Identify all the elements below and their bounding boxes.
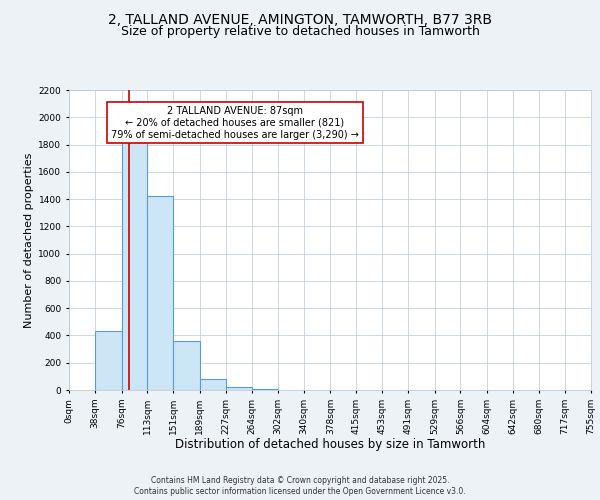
Text: Size of property relative to detached houses in Tamworth: Size of property relative to detached ho… <box>121 25 479 38</box>
Y-axis label: Number of detached properties: Number of detached properties <box>24 152 34 328</box>
Bar <box>173 341 200 390</box>
X-axis label: Distribution of detached houses by size in Tamworth: Distribution of detached houses by size … <box>175 438 485 451</box>
Text: 2, TALLAND AVENUE, AMINGTON, TAMWORTH, B77 3RB: 2, TALLAND AVENUE, AMINGTON, TAMWORTH, B… <box>108 12 492 26</box>
Text: Contains HM Land Registry data © Crown copyright and database right 2025.: Contains HM Land Registry data © Crown c… <box>151 476 449 485</box>
Bar <box>226 386 251 390</box>
Text: 2 TALLAND AVENUE: 87sqm
← 20% of detached houses are smaller (821)
79% of semi-d: 2 TALLAND AVENUE: 87sqm ← 20% of detache… <box>111 106 359 140</box>
Bar <box>147 196 173 390</box>
Text: Contains public sector information licensed under the Open Government Licence v3: Contains public sector information licen… <box>134 488 466 496</box>
Bar <box>200 379 226 390</box>
Bar <box>122 139 147 390</box>
Bar <box>95 332 122 390</box>
